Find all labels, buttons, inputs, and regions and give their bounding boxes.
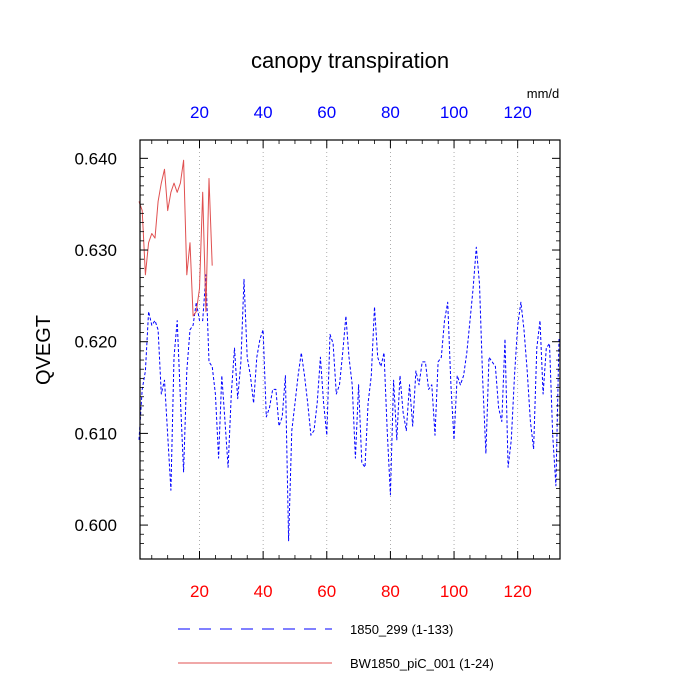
- y-tick-label: 0.630: [74, 241, 117, 260]
- x-tick-label-top: 20: [190, 103, 209, 122]
- x-tick-label-bottom: 60: [317, 582, 336, 601]
- x-tick-label-top: 120: [503, 103, 531, 122]
- y-tick-label: 0.640: [74, 149, 117, 168]
- x-tick-label-top: 100: [440, 103, 468, 122]
- y-tick-label: 0.610: [74, 424, 117, 443]
- y-axis-label: QVEGT: [33, 315, 55, 385]
- x-tick-label-top: 40: [254, 103, 273, 122]
- x-tick-label-top: 80: [381, 103, 400, 122]
- x-tick-label-top: 60: [317, 103, 336, 122]
- x-tick-label-bottom: 80: [381, 582, 400, 601]
- legend: 1850_299 (1-133) BW1850_piC_001 (1-24): [178, 622, 494, 671]
- plot-frame: [139, 139, 561, 560]
- y-tick-label: 0.600: [74, 516, 117, 535]
- series-layer: [138, 159, 560, 542]
- legend-label: BW1850_piC_001 (1-24): [350, 656, 494, 671]
- x-tick-label-bottom: 20: [190, 582, 209, 601]
- x-tick-label-bottom: 120: [503, 582, 531, 601]
- x-tick-label-bottom: 40: [254, 582, 273, 601]
- series-line-bw1850: [138, 159, 213, 317]
- y-tick-label: 0.620: [74, 333, 117, 352]
- x-tick-label-bottom: 100: [440, 582, 468, 601]
- legend-label: 1850_299 (1-133): [350, 622, 453, 637]
- axis-ticks: 20 20 40 40 60 60 80 80 100 100 120 120 0.600 0.610 0.…: [74, 103, 560, 601]
- series-line-1850_299: [138, 246, 560, 542]
- unit-label: mm/d: [527, 86, 560, 101]
- chart-title: canopy transpiration: [251, 48, 449, 73]
